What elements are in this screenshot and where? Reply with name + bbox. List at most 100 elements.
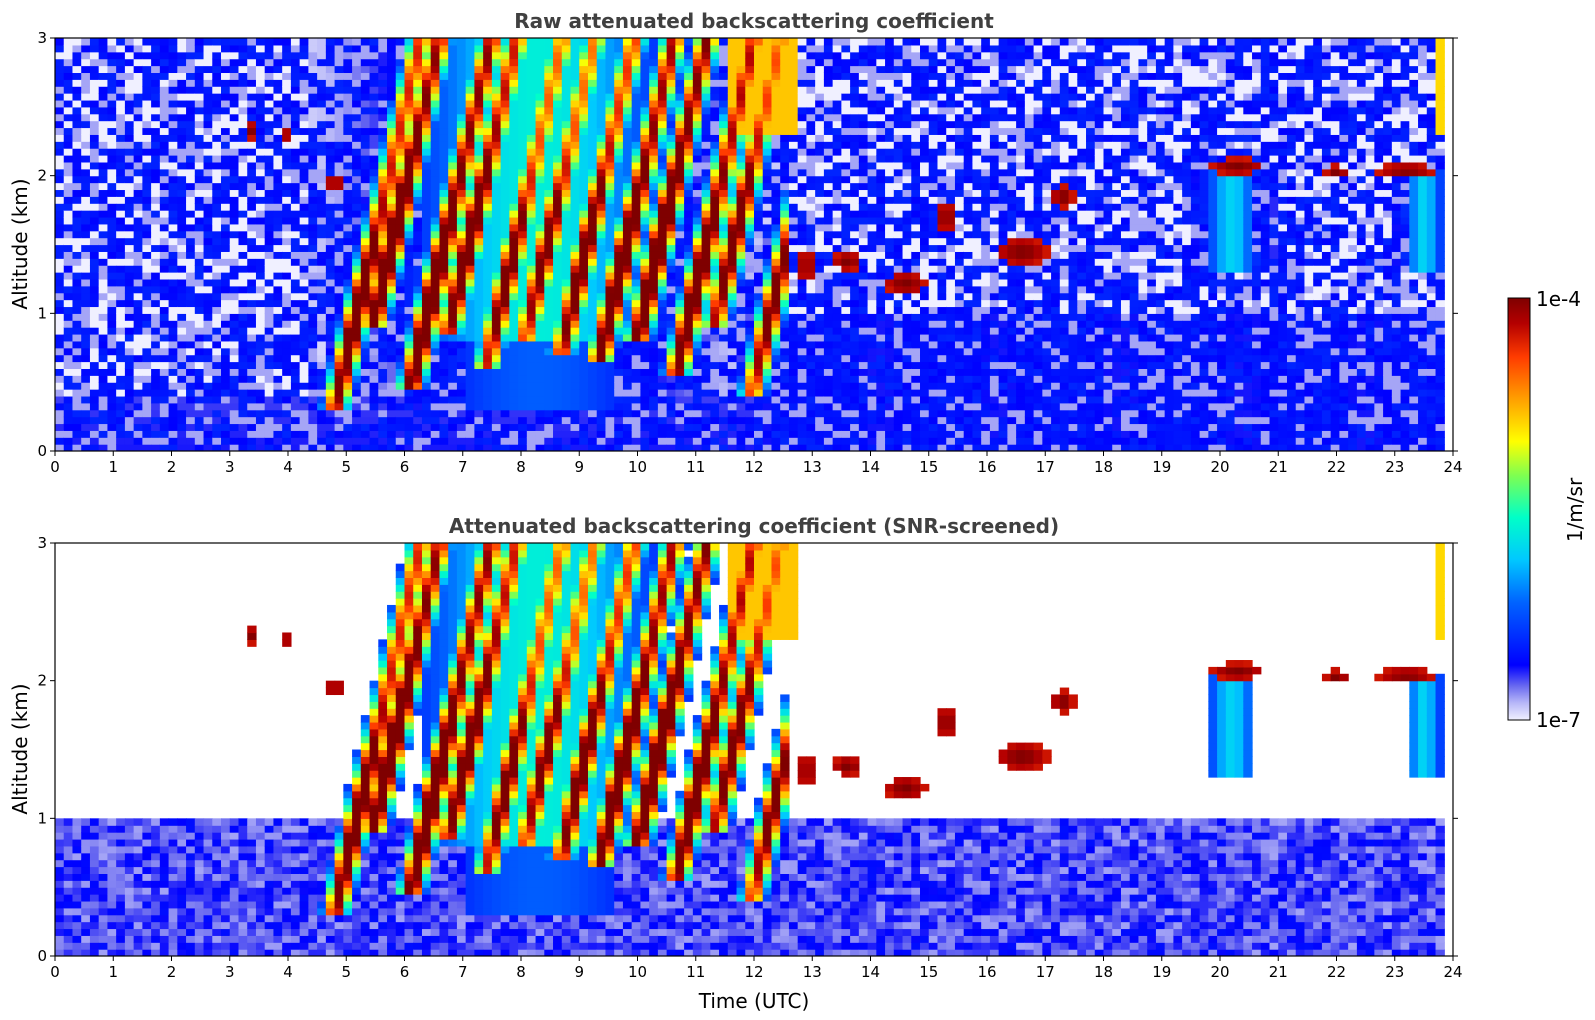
heatmap-cell [465, 86, 475, 94]
heatmap-cell [89, 148, 100, 156]
heatmap-cell [762, 389, 773, 397]
heatmap-cell [159, 430, 170, 438]
heatmap-cell [186, 65, 196, 74]
heatmap-cell [325, 148, 336, 156]
heatmap-cell [247, 244, 257, 252]
heatmap-cell [526, 65, 537, 74]
heatmap-cell [579, 292, 589, 301]
heatmap-cell [352, 223, 362, 232]
heatmap-cell [587, 437, 598, 445]
heatmap-cell [238, 368, 248, 376]
heatmap-cell [247, 210, 257, 218]
heatmap-cell [754, 175, 764, 184]
heatmap-cell [474, 430, 484, 438]
heatmap-cell [474, 361, 484, 369]
heatmap-cell [649, 155, 659, 163]
heatmap-cell [622, 354, 633, 363]
heatmap-cell [692, 340, 703, 349]
heatmap-cell [186, 93, 196, 101]
heatmap-cell [474, 58, 484, 67]
heatmap-cell [238, 423, 248, 431]
heatmap-cell [387, 148, 397, 156]
heatmap-cell [124, 134, 135, 142]
heatmap-cell [535, 444, 545, 451]
heatmap-cell [247, 203, 257, 211]
heatmap-cell [762, 272, 773, 280]
heatmap-cell [89, 113, 100, 122]
heatmap-cell [264, 175, 275, 184]
heatmap-cell [500, 375, 510, 383]
heatmap-cell [290, 285, 301, 294]
heatmap-cell [352, 148, 362, 156]
heatmap-cell [229, 65, 240, 74]
heatmap-cell [474, 402, 484, 411]
heatmap-cell [107, 368, 117, 376]
heatmap-cell [456, 65, 467, 74]
heatmap-cell [124, 251, 135, 259]
heatmap-cell [107, 423, 117, 431]
heatmap-cell [596, 285, 607, 294]
heatmap-cell [89, 223, 100, 232]
heatmap-cell [456, 44, 467, 53]
heatmap-cell [395, 430, 406, 438]
heatmap-cell [762, 382, 773, 390]
heatmap-cell [622, 320, 633, 328]
heatmap-cell [649, 333, 659, 342]
heatmap-cell [535, 175, 545, 184]
heatmap-cell [579, 86, 589, 94]
heatmap-cell [186, 265, 196, 273]
heatmap-cell [124, 416, 135, 425]
heatmap-cell [282, 223, 292, 232]
heatmap-cell [55, 299, 65, 308]
heatmap-cell [561, 375, 572, 383]
heatmap-cell [264, 251, 275, 259]
heatmap-cell [430, 216, 441, 225]
heatmap-cell [308, 223, 318, 232]
heatmap-cell [387, 51, 397, 60]
heatmap-cell [133, 244, 143, 252]
heatmap-cell [544, 210, 554, 218]
heatmap-cell [491, 389, 502, 397]
heatmap-cell [264, 168, 275, 177]
heatmap-cell [640, 196, 650, 204]
heatmap-cell [151, 333, 161, 342]
heatmap-cell [684, 58, 694, 67]
heatmap-cell [98, 347, 109, 356]
heatmap-cell [692, 210, 703, 218]
heatmap-cell [107, 361, 117, 369]
heatmap-cell [553, 148, 563, 156]
heatmap-cell [273, 416, 283, 425]
heatmap-cell [264, 333, 275, 342]
heatmap-cell [72, 285, 82, 294]
heatmap-cell [439, 313, 449, 321]
heatmap-cell [177, 113, 187, 122]
heatmap-cell [186, 203, 196, 211]
heatmap-cell [334, 148, 344, 156]
heatmap-cell [544, 189, 554, 197]
heatmap-cell [299, 444, 309, 451]
heatmap-cell [570, 416, 580, 425]
heatmap-cell [561, 113, 572, 122]
heatmap-cell [657, 237, 668, 246]
heatmap-cell [771, 395, 781, 404]
heatmap-cell [727, 148, 738, 156]
heatmap-cell [343, 148, 353, 156]
heatmap-cell [273, 86, 283, 94]
heatmap-cell [151, 444, 161, 451]
heatmap-cell [72, 182, 82, 191]
heatmap-cell [736, 340, 746, 349]
heatmap-cell [273, 444, 283, 451]
heatmap-cell [736, 216, 746, 225]
heatmap-cell [684, 340, 694, 349]
heatmap-cell [640, 409, 650, 418]
heatmap-cell [72, 354, 82, 363]
heatmap-cell [98, 320, 109, 328]
heatmap-cell [186, 368, 196, 376]
heatmap-cell [299, 292, 309, 301]
heatmap-cell [771, 258, 781, 266]
heatmap-cell [657, 99, 668, 108]
heatmap-cell [474, 72, 484, 80]
heatmap-cell [116, 79, 126, 87]
heatmap-cell [404, 38, 414, 46]
heatmap-cell [212, 230, 222, 239]
